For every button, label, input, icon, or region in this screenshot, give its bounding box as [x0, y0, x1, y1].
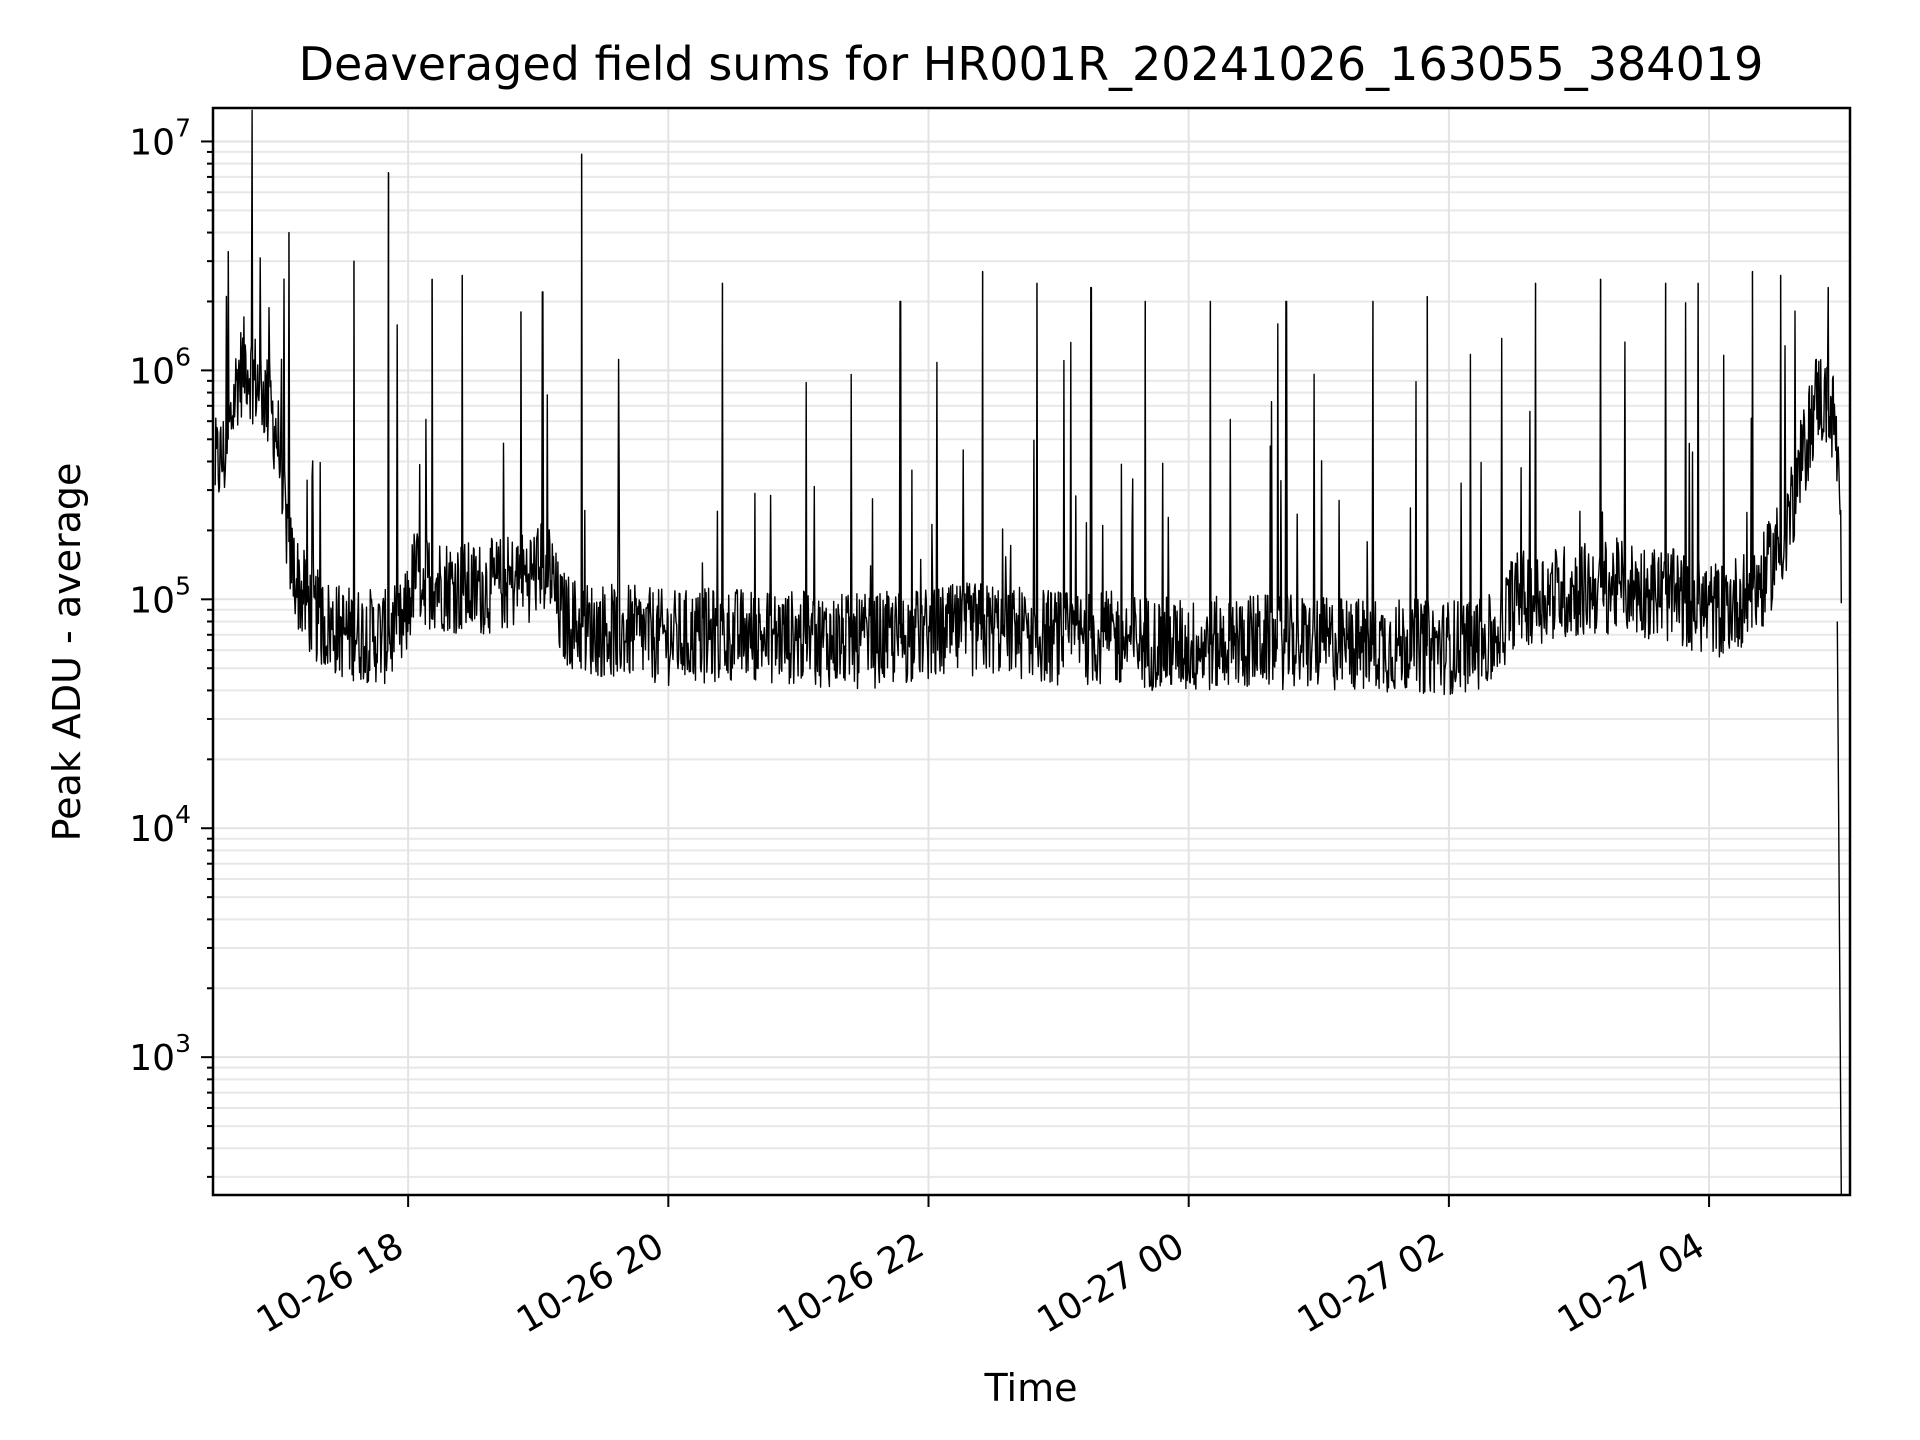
- x-tick-label: 10-27 02: [1291, 1225, 1452, 1341]
- y-tick-label: 107: [129, 113, 191, 163]
- x-tick-label: 10-27 04: [1551, 1225, 1712, 1341]
- x-tick-label: 10-26 20: [510, 1225, 671, 1341]
- x-tick-label: 10-27 00: [1031, 1225, 1192, 1341]
- ticks: [201, 140, 1711, 1207]
- series-line: [214, 109, 1842, 1196]
- x-tick-label: 10-26 18: [250, 1225, 411, 1341]
- y-tick-label: 104: [129, 800, 191, 850]
- x-tick-label: 10-26 22: [770, 1225, 931, 1341]
- y-tick-label: 103: [129, 1029, 191, 1079]
- chart-title: Deaveraged field sums for HR001R_2024102…: [299, 37, 1764, 91]
- series-layer: [214, 109, 1842, 1196]
- tick-labels: 10-26 18 10-26 20 10-26 22 10-27 00 10-27 02…: [129, 113, 1711, 1341]
- plot-frame: [211, 106, 1852, 1197]
- y-axis-label: Peak ADU - average: [45, 463, 89, 842]
- y-tick-label: 106: [129, 342, 191, 392]
- y-tick-label: 105: [129, 571, 191, 621]
- x-axis-label: Time: [984, 1366, 1078, 1410]
